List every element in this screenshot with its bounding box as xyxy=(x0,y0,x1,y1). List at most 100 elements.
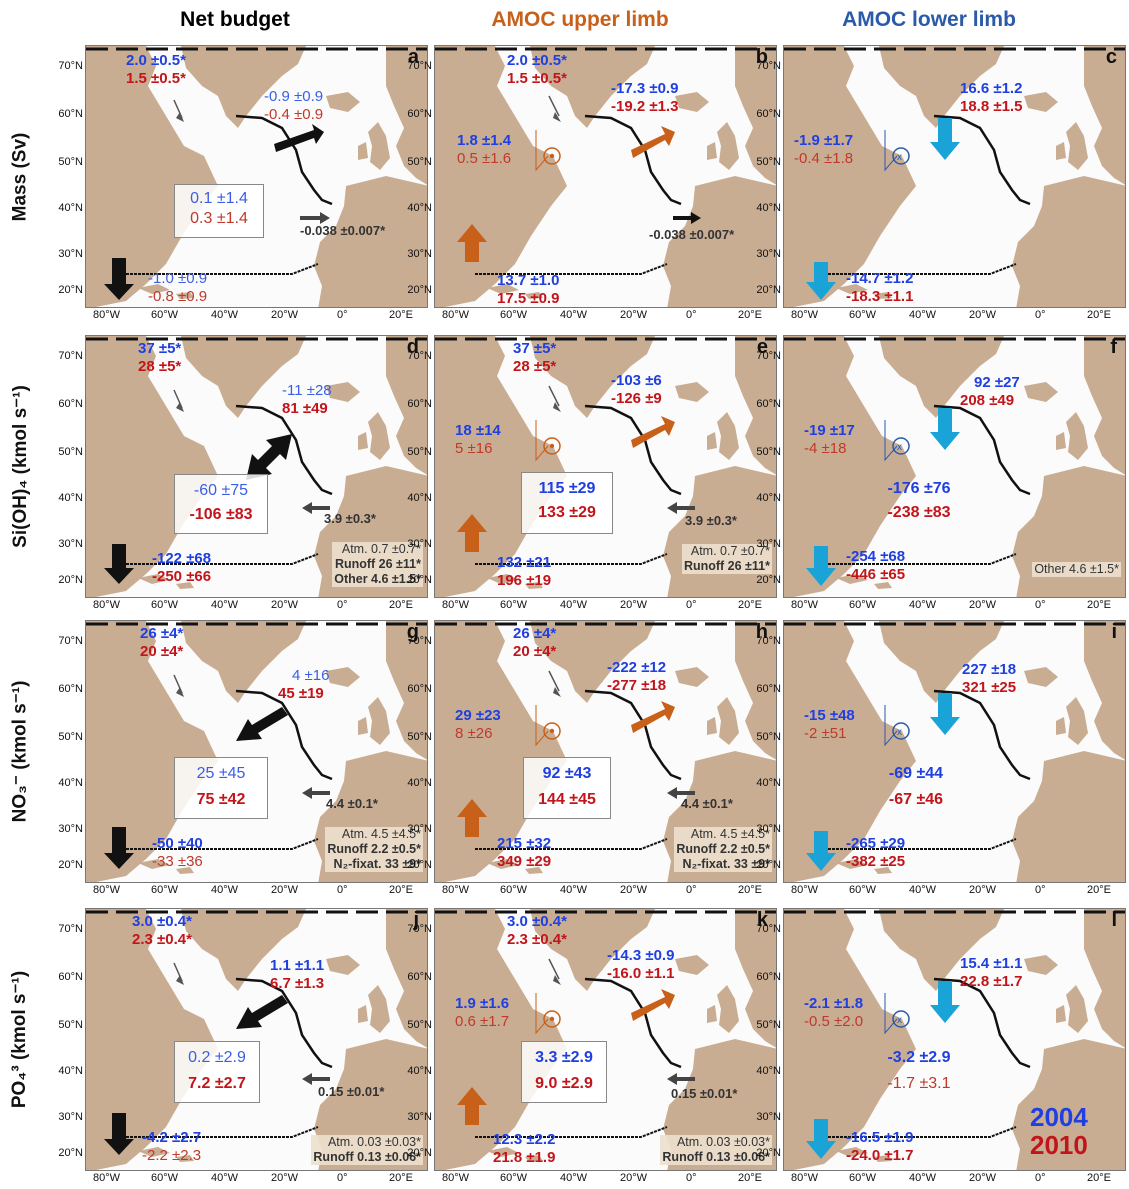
lower-south-arrow xyxy=(806,546,836,586)
latitude-tick-label: 70°N xyxy=(756,923,781,935)
ovide-value-2004: -14.3 ±0.9 xyxy=(607,947,675,964)
side-value-2004: 1.8 ±1.4 xyxy=(457,132,512,149)
latitude-tick-label: 30°N xyxy=(58,538,83,550)
panel-i: x i 227 ±18 321 ±25 -15 ±48 -2 ±51 -69 ±… xyxy=(783,620,1126,883)
ovide-value-2010: -0.4 ±0.9 xyxy=(264,106,324,123)
south-value-2010: -24.0 ±1.7 xyxy=(846,1147,914,1164)
map-background xyxy=(86,336,427,597)
column-title-amoc-upper: AMOC upper limb xyxy=(491,8,669,31)
box-value-2004: 0.2 ±2.9 xyxy=(188,1049,246,1066)
into-page-icon xyxy=(892,437,910,455)
longitude-tick-label: 40°W xyxy=(560,309,588,321)
south-value-2004: -14.7 ±1.2 xyxy=(846,270,914,287)
upper-south-arrow xyxy=(457,1087,487,1125)
longitude-tick-label: 20°E xyxy=(1087,884,1111,896)
longitude-tick-label: 0° xyxy=(686,884,697,896)
latitude-tick-label: 50°N xyxy=(756,156,781,168)
latitude-tick-label: 40°N xyxy=(407,492,432,504)
latitude-tick-label: 70°N xyxy=(407,923,432,935)
net-south-arrow xyxy=(104,827,134,869)
side-value-2004: -19 ±17 xyxy=(804,422,855,439)
panel-letter: i xyxy=(1111,621,1117,643)
longitude-tick-label: 20°W xyxy=(271,884,299,896)
ovide-value-2004: -17.3 ±0.9 xyxy=(611,80,679,97)
latitude-tick-label: 50°N xyxy=(407,156,432,168)
row-label-nitrate: NO₃⁻ (kmol s⁻¹) xyxy=(0,620,40,883)
box-value-2010: -238 ±83 xyxy=(887,504,951,521)
south-value-2010: 17.5 ±0.9 xyxy=(497,290,560,307)
longitude-tick-label: 0° xyxy=(337,309,348,321)
latitude-tick-label: 40°N xyxy=(58,777,83,789)
lower-south-arrow xyxy=(806,1119,836,1159)
south-value-2004: 13.7 ±1.0 xyxy=(497,272,560,289)
row-label-text: NO₃⁻ (kmol s⁻¹) xyxy=(9,680,31,823)
budget-box: -69 ±44 -67 ±46 xyxy=(870,757,962,819)
source-terms: Atm. 4.5 ±4.5* Runoff 2.2 ±0.5* N₂-fixat… xyxy=(325,827,423,872)
legend-year-2004: 2004 xyxy=(1030,1102,1088,1132)
side-value-2004: -15 ±48 xyxy=(804,707,855,724)
south-value-2010: 196 ±19 xyxy=(497,572,552,589)
longitude-tick-label: 80°W xyxy=(791,884,819,896)
side-value-2004: 29 ±23 xyxy=(455,707,501,724)
latitude-tick-label: 30°N xyxy=(58,248,83,260)
map-background xyxy=(435,46,776,307)
longitude-tick-label: 80°W xyxy=(93,309,121,321)
longitude-tick-label: 80°W xyxy=(442,309,470,321)
longitude-tick-label: 60°W xyxy=(500,884,528,896)
side-value-2004: 1.9 ±1.6 xyxy=(455,995,510,1012)
latitude-tick-label: 60°N xyxy=(407,683,432,695)
latitude-tick-label: 30°N xyxy=(58,1111,83,1123)
longitude-tick-label: 20°W xyxy=(271,1172,299,1184)
source-terms: Atm. 0.03 ±0.03* Runoff 0.13 ±0.06* xyxy=(311,1135,423,1165)
latitude-tick-label: 70°N xyxy=(407,60,432,72)
latitude-tick-label: 30°N xyxy=(756,823,781,835)
box-value-2004: -176 ±76 xyxy=(887,480,951,497)
longitude-tick-label: 20°W xyxy=(620,599,648,611)
south-value-2010: -250 ±66 xyxy=(152,568,212,585)
latitude-tick-label: 70°N xyxy=(756,60,781,72)
longitude-tick-label: 60°W xyxy=(500,309,528,321)
north-value-2004: 2.0 ±0.5* xyxy=(126,52,186,69)
gibraltar-value: 4.4 ±0.1* xyxy=(681,796,733,811)
latitude-tick-label: 40°N xyxy=(58,202,83,214)
net-ovide-arrow xyxy=(236,707,288,741)
budget-box: -3.2 ±2.9 -1.7 ±3.1 xyxy=(870,1041,968,1103)
ovide-value-2010: 18.8 ±1.5 xyxy=(960,98,1023,115)
out-of-page-icon xyxy=(543,722,561,740)
north-value-2010: 28 ±5* xyxy=(513,358,557,375)
svg-text:x: x xyxy=(897,152,902,163)
upper-south-arrow xyxy=(457,224,487,262)
longitude-tick-label: 40°W xyxy=(909,884,937,896)
ovide-value-2004: -11 ±28 xyxy=(282,382,332,399)
source-other: Other 4.6 ±1.5* xyxy=(332,572,423,587)
latitude-tick-label: 50°N xyxy=(756,446,781,458)
map-background xyxy=(86,46,427,307)
box-value-2004: 92 ±43 xyxy=(542,765,592,782)
net-ovide-arrow xyxy=(274,124,324,152)
upper-ovide-arrow xyxy=(631,126,675,158)
latitude-tick-label: 70°N xyxy=(58,60,83,72)
side-value-2004: -1.9 ±1.7 xyxy=(794,132,854,149)
ovide-value-2010: 6.7 ±1.3 xyxy=(270,975,325,992)
box-value-2010: -1.7 ±3.1 xyxy=(887,1075,951,1092)
ovide-value-2004: 16.6 ±1.2 xyxy=(960,80,1023,97)
latitude-tick-label: 50°N xyxy=(407,446,432,458)
panel-d: d 37 ±5* 28 ±5* -11 ±28 81 ±49 -60 ±75 -… xyxy=(85,335,428,598)
gibraltar-value: 0.15 ±0.01* xyxy=(318,1084,385,1099)
longitude-tick-label: 20°E xyxy=(738,884,762,896)
latitude-tick-label: 20°N xyxy=(58,1147,83,1159)
side-value-2010: -4 ±18 xyxy=(804,440,847,457)
ovide-value-2004: -222 ±12 xyxy=(607,659,667,676)
box-value-2004: 25 ±45 xyxy=(196,765,246,782)
longitude-tick-label: 80°W xyxy=(93,1172,121,1184)
latitude-tick-label: 70°N xyxy=(58,923,83,935)
north-value-2010: 2.3 ±0.4* xyxy=(507,931,567,948)
budget-box: 3.3 ±2.9 9.0 ±2.9 xyxy=(521,1041,607,1103)
box-value-2010: 133 ±29 xyxy=(538,504,596,521)
longitude-tick-label: 0° xyxy=(1035,309,1046,321)
side-value-2004: 18 ±14 xyxy=(455,422,501,439)
latitude-tick-label: 60°N xyxy=(756,971,781,983)
longitude-tick-label: 20°W xyxy=(969,884,997,896)
net-ovide-arrow xyxy=(246,434,292,480)
ovide-value-2004: 227 ±18 xyxy=(962,661,1017,678)
